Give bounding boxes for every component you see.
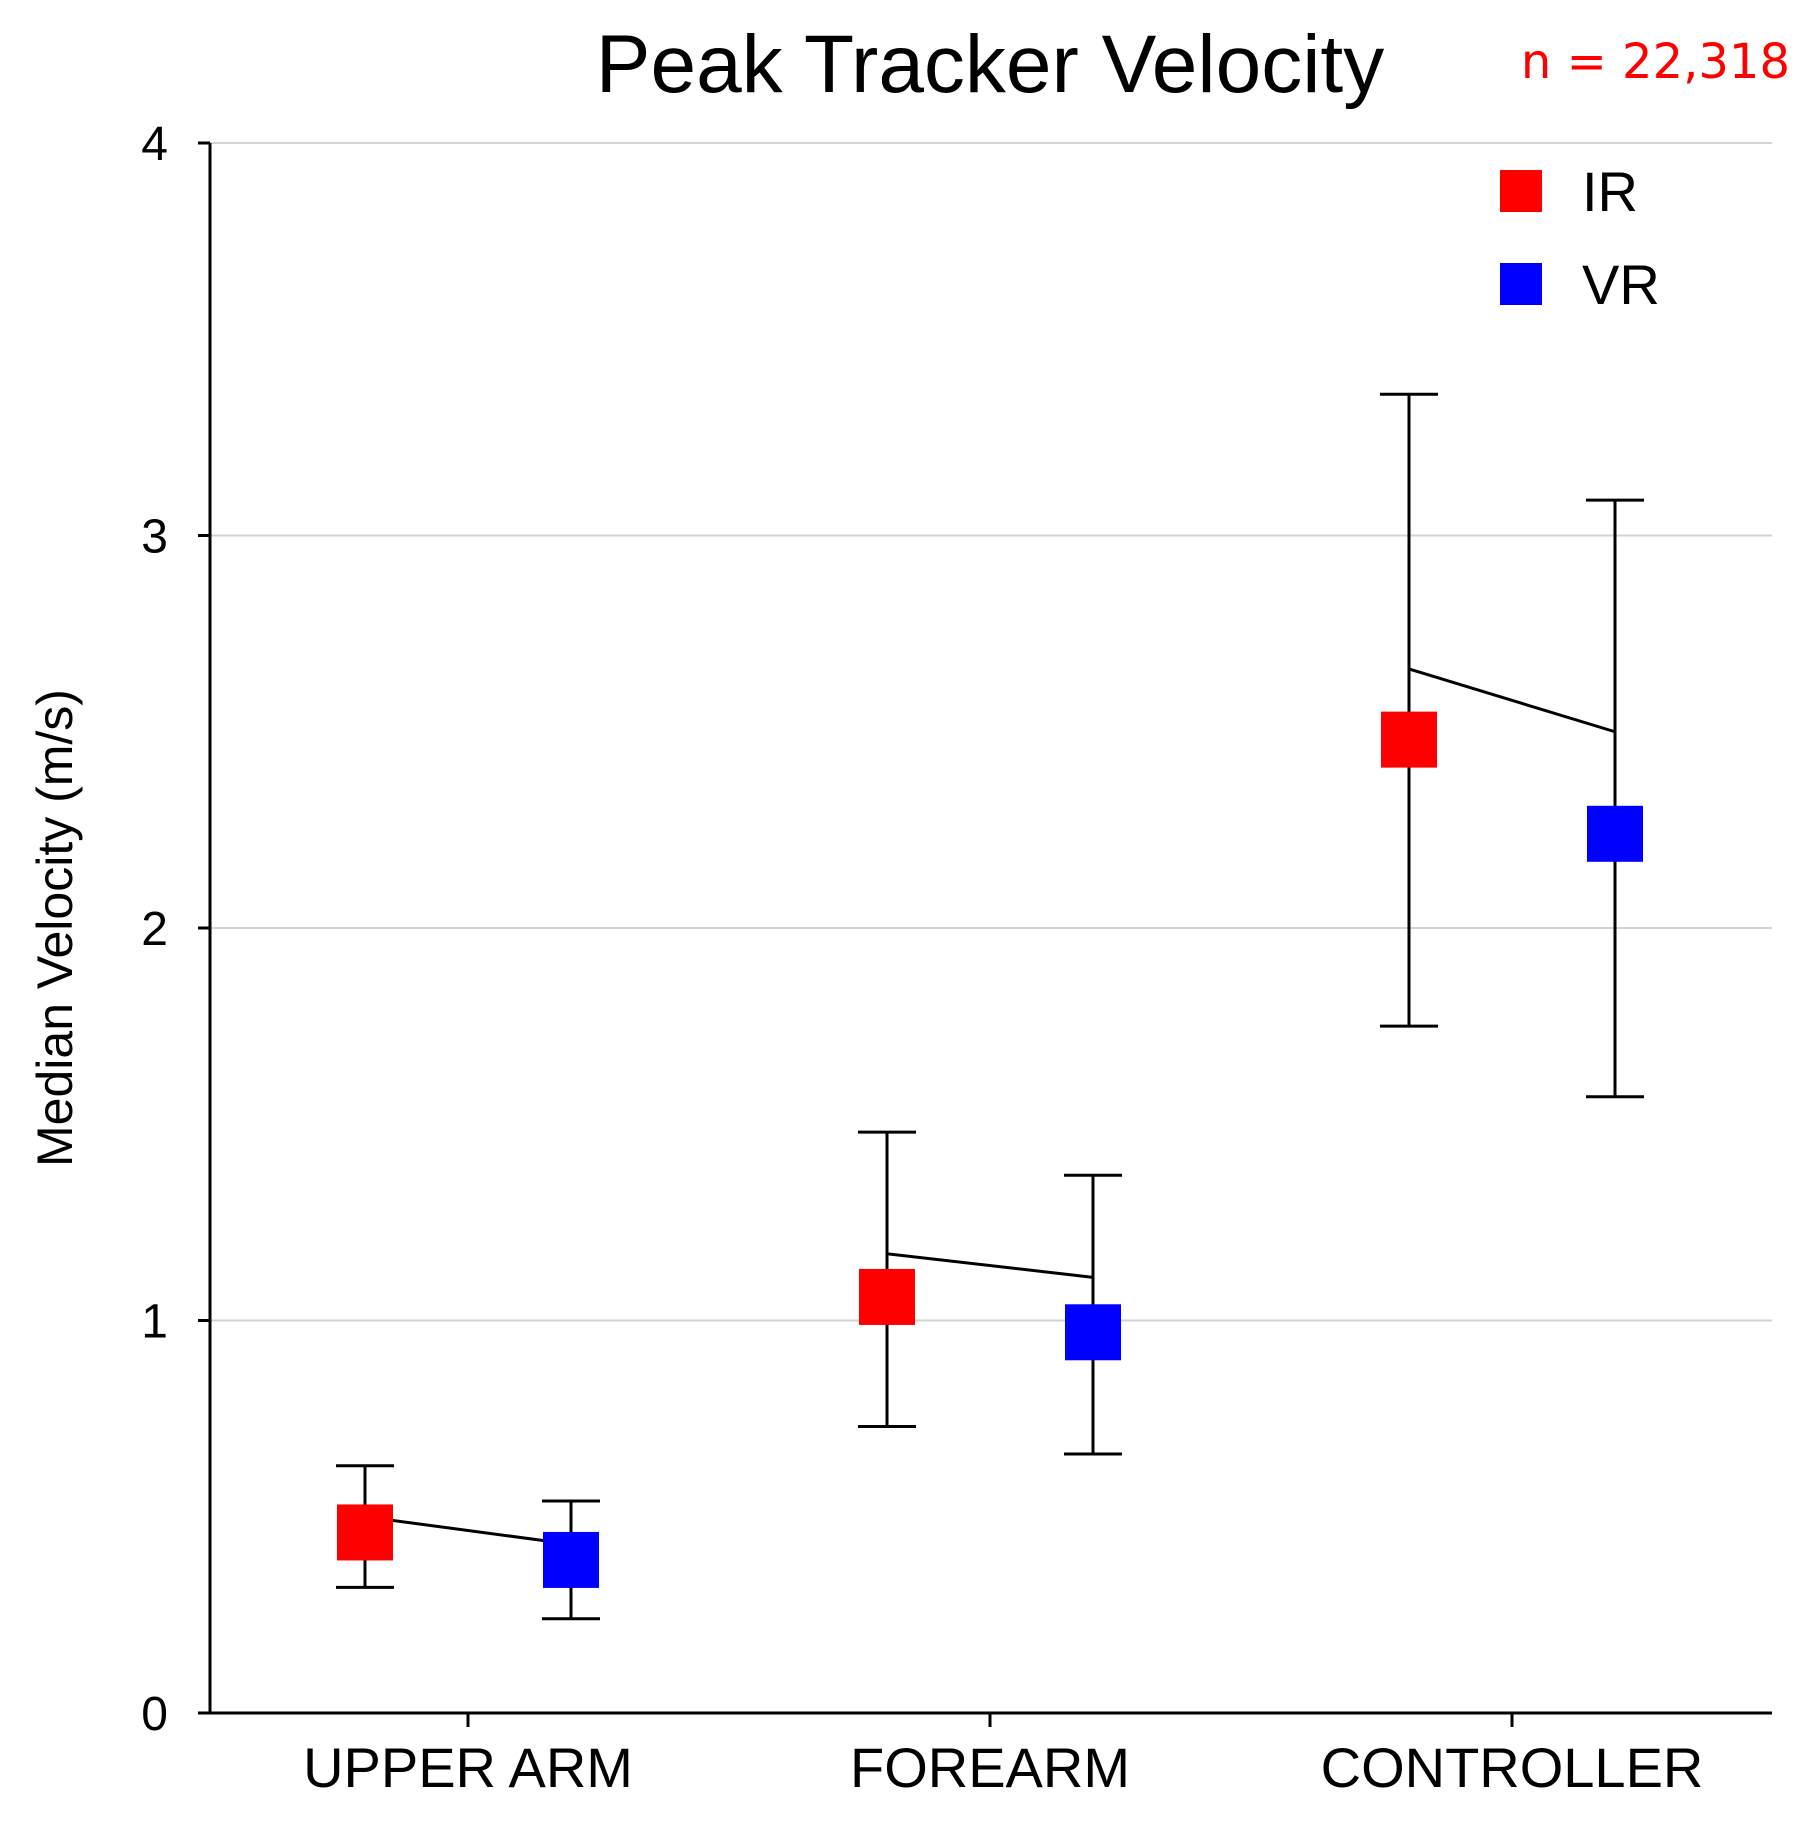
legend-label-vr: VR — [1582, 253, 1660, 316]
x-tick-label-controller: CONTROLLER — [1321, 1736, 1704, 1799]
x-tick-label-forearm: FOREARM — [850, 1736, 1130, 1799]
legend-swatch-ir — [1500, 170, 1542, 212]
marker-ir-0 — [337, 1504, 393, 1561]
legend: IR VR — [1500, 160, 1660, 316]
x-tick-label-upper-arm: UPPER ARM — [303, 1736, 633, 1799]
marker-ir-1 — [859, 1268, 915, 1325]
y-tick-label-2: 2 — [141, 903, 168, 956]
connector-lines — [364, 667, 1616, 1546]
y-tick-label-1: 1 — [141, 1296, 168, 1349]
y-tick-label-4: 4 — [141, 118, 168, 171]
x-ticks: UPPER ARM FOREARM CONTROLLER — [303, 1713, 1703, 1799]
marker-vr-0 — [543, 1531, 599, 1588]
chart-title: Peak Tracker Velocity — [596, 19, 1384, 110]
connector-line-2 — [1408, 667, 1616, 734]
legend-label-ir: IR — [1582, 160, 1638, 223]
sample-size-note: n = 22,318 — [1521, 34, 1790, 90]
legend-swatch-vr — [1500, 263, 1542, 305]
connector-line-1 — [886, 1252, 1094, 1279]
error-bars — [336, 392, 1644, 1621]
connector-line-0 — [364, 1515, 572, 1546]
gridlines — [210, 142, 1772, 1322]
marker-ir-2 — [1381, 711, 1437, 768]
y-tick-label-3: 3 — [141, 511, 168, 564]
y-tick-label-0: 0 — [141, 1688, 168, 1741]
y-axis-label: Median Velocity (m/s) — [27, 689, 83, 1167]
markers — [337, 711, 1643, 1588]
marker-vr-1 — [1065, 1304, 1121, 1361]
marker-vr-2 — [1587, 805, 1643, 862]
y-ticks: 0 1 2 3 4 — [141, 118, 210, 1741]
